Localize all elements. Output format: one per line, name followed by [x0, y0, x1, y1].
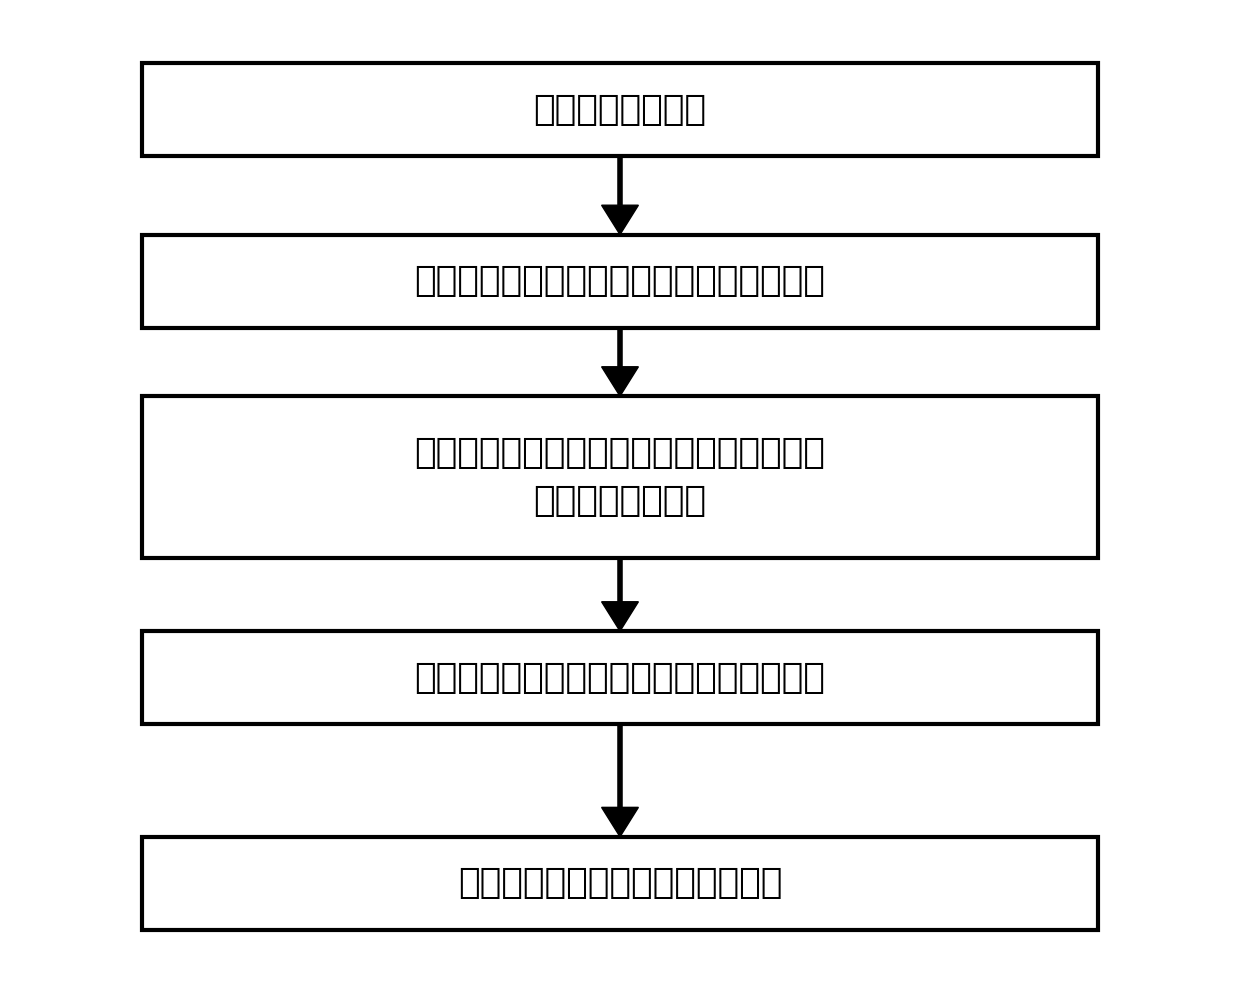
Bar — [141, 837, 1099, 929]
Polygon shape — [601, 366, 639, 396]
Polygon shape — [601, 602, 639, 632]
Bar — [141, 396, 1099, 558]
Bar — [141, 632, 1099, 724]
Text: 通过牵制控制使各储能代理达到牵制一致性: 通过牵制控制使各储能代理达到牵制一致性 — [414, 660, 826, 695]
Polygon shape — [601, 206, 639, 234]
Text: 调整配电网中储能系统的充电功率: 调整配电网中储能系统的充电功率 — [458, 866, 782, 901]
Polygon shape — [601, 807, 639, 837]
Text: 实现功率缺额的共享，获取系统总功率缺额: 实现功率缺额的共享，获取系统总功率缺额 — [414, 264, 826, 298]
Bar — [141, 234, 1099, 328]
Text: 测算每个储能系统的边际充电成本，确定预
设的牵制一致性值: 测算每个储能系统的边际充电成本，确定预 设的牵制一致性值 — [414, 436, 826, 517]
Bar — [141, 64, 1099, 156]
Text: 测算本地功率缺额: 测算本地功率缺额 — [533, 92, 707, 127]
